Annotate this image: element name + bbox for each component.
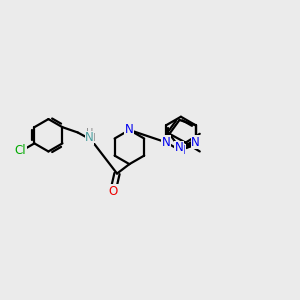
Text: N: N	[176, 144, 185, 158]
Text: H: H	[86, 128, 93, 138]
Text: N: N	[191, 136, 200, 149]
Text: O: O	[109, 185, 118, 198]
Text: Cl: Cl	[14, 144, 26, 157]
Text: N: N	[85, 131, 94, 144]
Text: N: N	[125, 124, 134, 136]
Text: N: N	[162, 136, 170, 149]
Text: H: H	[87, 133, 95, 143]
Text: N: N	[175, 141, 184, 154]
